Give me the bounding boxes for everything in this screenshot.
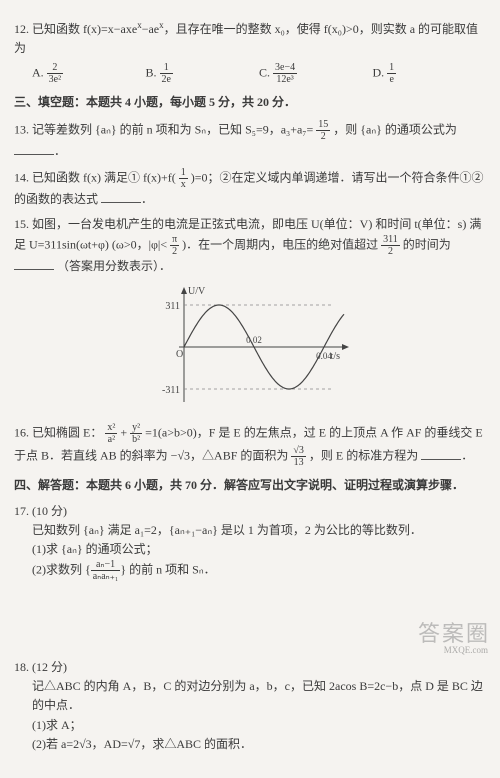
q13-text-b: ，则 {aₙ} 的通项公式为 xyxy=(333,122,457,136)
q12-c-den: 12e³ xyxy=(273,74,297,85)
q12-text-a: 已知函数 f(x)=x−axe xyxy=(32,22,137,36)
q13-period: ． xyxy=(54,144,66,158)
q17-p2-n: aₙ−1 xyxy=(91,559,121,571)
q15-f2-d: 2 xyxy=(381,246,400,257)
q15-number: 15. xyxy=(14,217,29,231)
q16-f3-n: √3 xyxy=(291,445,306,457)
q12-opt-d: D. 1e xyxy=(373,62,487,85)
q15-text-b: )．在一个周期内，电压的绝对值超过 xyxy=(182,237,378,251)
q12-c-num: 3e−4 xyxy=(273,62,297,74)
q13-frac-n: 15 xyxy=(316,119,330,131)
sine-chart: U/V t/s 311 -311 O 0.02 0.04 xyxy=(150,282,350,412)
q16-text-c: ，则 E 的标准方程为 xyxy=(309,449,418,463)
svg-text:0.02: 0.02 xyxy=(246,335,262,345)
q12-opt-b-label: B. xyxy=(146,66,157,80)
q15-f1-n: π xyxy=(170,234,179,246)
q18-p1: (1)求 A； xyxy=(14,716,486,735)
q16-f2-d: b² xyxy=(130,434,142,445)
q18-p2: (2)若 a=2√3，AD=√7，求△ABC 的面积． xyxy=(14,735,486,754)
q12-a-den: 3e² xyxy=(47,74,63,85)
q18-number: 18. xyxy=(14,660,29,674)
q17-p2-d: aₙaₙ₊₁ xyxy=(91,571,121,582)
question-16: 16. 已知椭圆 E： x²a² + y²b² =1(a>b>0)，F 是 E … xyxy=(14,422,486,468)
svg-text:-311: -311 xyxy=(162,385,180,396)
q16-f1-d: a² xyxy=(105,434,117,445)
q17-p2-a: (2)求数列 xyxy=(32,562,82,576)
q13-text-a: 记等差数列 {aₙ} 的前 n 项和为 Sₙ，已知 S₅=9，a₃+a₇= xyxy=(32,122,313,136)
q12-a-num: 2 xyxy=(47,62,63,74)
q13-frac-d: 2 xyxy=(316,131,330,142)
q16-text-a: 已知椭圆 E： xyxy=(32,426,102,440)
question-18: 18. (12 分) 记△ABC 的内角 A，B，C 的对边分别为 a，b，c，… xyxy=(14,658,486,754)
q18-body: 记△ABC 的内角 A，B，C 的对边分别为 a，b，c，已知 2acos B=… xyxy=(14,677,486,715)
q12-opt-d-label: D. xyxy=(373,66,385,80)
svg-text:0.04: 0.04 xyxy=(316,351,332,361)
question-13: 13. 记等差数列 {aₙ} 的前 n 项和为 Sₙ，已知 S₅=9，a₃+a₇… xyxy=(14,119,486,161)
q14-number: 14. xyxy=(14,170,29,184)
q15-text-c: 的时间为 xyxy=(403,237,451,251)
q17-points: (10 分) xyxy=(32,504,67,518)
svg-text:t/s: t/s xyxy=(331,351,341,362)
spacing-block xyxy=(14,588,486,658)
q16-period: ． xyxy=(461,449,473,463)
q13-blank xyxy=(14,142,54,155)
q17-p2: (2)求数列 {aₙ−1aₙaₙ₊₁} 的前 n 项和 Sₙ． xyxy=(14,559,486,582)
svg-text:U/V: U/V xyxy=(188,286,206,297)
q16-f3-d: 13 xyxy=(291,457,306,468)
section-3-title: 三、填空题：本题共 4 小题，每小题 5 分，共 20 分． xyxy=(14,93,486,112)
q12-d-num: 1 xyxy=(387,62,396,74)
q12-b-num: 1 xyxy=(160,62,173,74)
question-14: 14. 已知函数 f(x) 满足① f(x)+f( 1x )=0；②在定义域内单… xyxy=(14,167,486,209)
q12-b-den: 2e xyxy=(160,74,173,85)
q12-number: 12. xyxy=(14,22,29,36)
q16-f2-n: y² xyxy=(130,422,142,434)
q16-plus: + xyxy=(120,426,127,440)
q12-opt-b: B. 12e xyxy=(146,62,260,85)
q12-opt-c-label: C. xyxy=(259,66,270,80)
q12-text-b: −ae xyxy=(142,22,159,36)
q15-note: （答案用分数表示）． xyxy=(57,259,171,273)
q12-opt-a-label: A. xyxy=(32,66,44,80)
watermark-sub: MXQE.com xyxy=(444,643,488,657)
q16-number: 16. xyxy=(14,426,29,440)
q17-number: 17. xyxy=(14,504,29,518)
q14-frac-n: 1 xyxy=(179,167,188,179)
q15-f1-d: 2 xyxy=(170,246,179,257)
q15-f2-n: 311 xyxy=(381,234,400,246)
question-15: 15. 如图，一台发电机产生的电流是正弦式电流，即电压 U(单位：V) 和时间 … xyxy=(14,215,486,276)
q18-points: (12 分) xyxy=(32,660,67,674)
q16-f1-n: x² xyxy=(105,422,117,434)
q14-frac-d: x xyxy=(179,179,188,190)
q15-paren: (ω>0，|φ|< xyxy=(112,237,167,251)
q12-opt-c: C. 3e−412e³ xyxy=(259,62,373,85)
q13-number: 13. xyxy=(14,122,29,136)
svg-text:311: 311 xyxy=(165,301,180,312)
q12-opt-a: A. 23e² xyxy=(32,62,146,85)
q14-blank xyxy=(101,190,141,203)
section-4-title: 四、解答题：本题共 6 小题，共 70 分．解答应写出文字说明、证明过程或演算步… xyxy=(14,476,486,495)
question-17: 17. (10 分) 已知数列 {aₙ} 满足 a₁=2，{aₙ₊₁−aₙ} 是… xyxy=(14,502,486,583)
q17-p1: (1)求 {aₙ} 的通项公式； xyxy=(14,540,486,559)
q16-blank xyxy=(421,447,461,460)
q14-text-a: 已知函数 f(x) 满足① f(x)+f( xyxy=(32,170,176,184)
q17-body: 已知数列 {aₙ} 满足 a₁=2，{aₙ₊₁−aₙ} 是以 1 为首项，2 为… xyxy=(14,521,486,540)
q17-p2-b: 的前 n 项和 Sₙ． xyxy=(129,562,215,576)
q14-period: ． xyxy=(141,192,153,206)
svg-text:O: O xyxy=(176,349,183,360)
q12-d-den: e xyxy=(387,74,396,85)
q15-blank xyxy=(14,257,54,270)
q12-options: A. 23e² B. 12e C. 3e−412e³ D. 1e xyxy=(32,62,486,85)
question-12: 12. 已知函数 f(x)=x−axex−aex，且存在唯一的整数 x₀，使得 … xyxy=(14,18,486,85)
